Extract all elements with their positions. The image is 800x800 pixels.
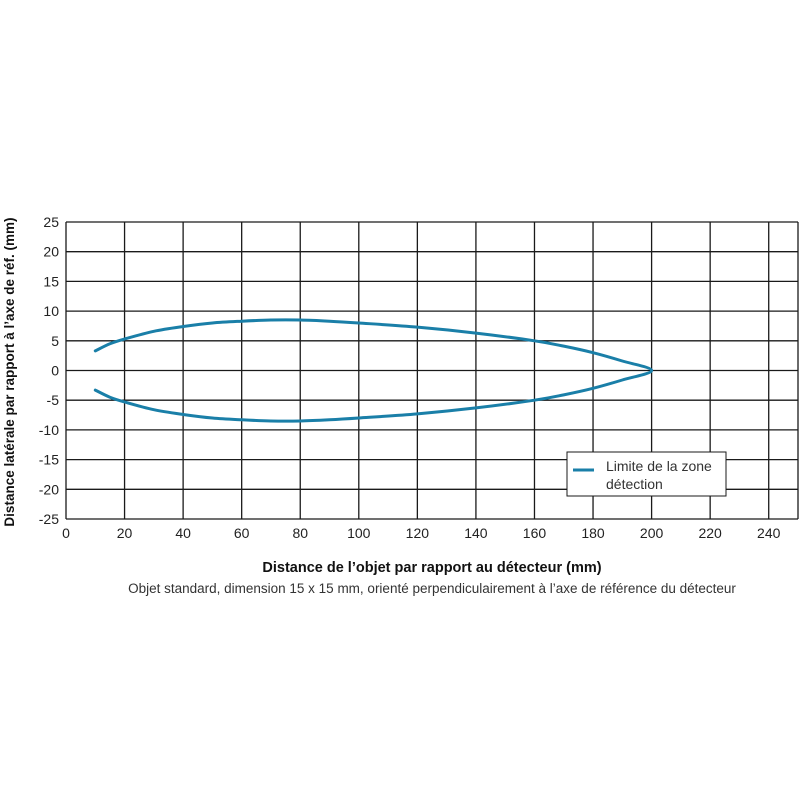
y-tick-label: -5 xyxy=(47,392,60,408)
x-tick-label: 120 xyxy=(406,525,430,541)
legend-box xyxy=(566,451,727,497)
y-tick-label: 25 xyxy=(43,214,59,230)
y-tick-label: 5 xyxy=(51,333,59,349)
y-tick-label: 20 xyxy=(43,244,59,260)
x-axis-title: Distance de l’objet par rapport au détec… xyxy=(262,560,601,576)
x-tick-label: 40 xyxy=(175,525,191,541)
y-tick-label: 15 xyxy=(43,273,59,289)
series-lines xyxy=(93,318,654,423)
x-tick-label: 80 xyxy=(292,525,308,541)
y-axis-title: Distance latérale par rapport à l’axe de… xyxy=(2,217,17,526)
y-tick-label: 10 xyxy=(43,303,59,319)
x-tick-label: 240 xyxy=(757,525,781,541)
x-tick-label: 60 xyxy=(234,525,250,541)
tick-labels: 0 20 40 60 80 100 120 140 160 180 200 220 2402520151… xyxy=(39,214,781,541)
caption: Objet standard, dimension 15 x 15 mm, or… xyxy=(128,581,736,596)
y-tick-label: -15 xyxy=(39,452,59,468)
x-tick-label: 0 xyxy=(62,525,70,541)
y-tick-label: -25 xyxy=(39,511,59,527)
y-tick-label: -10 xyxy=(39,422,59,438)
series-line-0 xyxy=(93,318,654,423)
legend-label-line-2: détection xyxy=(606,476,663,492)
x-tick-label: 220 xyxy=(698,525,722,541)
x-tick-label: 180 xyxy=(581,525,605,541)
x-tick-label: 140 xyxy=(464,525,488,541)
x-tick-label: 200 xyxy=(640,525,664,541)
x-tick-label: 160 xyxy=(523,525,547,541)
x-tick-label: 100 xyxy=(347,525,371,541)
x-tick-label: 20 xyxy=(117,525,133,541)
y-tick-label: 0 xyxy=(51,363,59,379)
legend-label-line-1: Limite de la zone xyxy=(606,458,712,474)
legend: Limite de la zone détection xyxy=(566,451,727,497)
y-tick-label: -20 xyxy=(39,481,59,497)
